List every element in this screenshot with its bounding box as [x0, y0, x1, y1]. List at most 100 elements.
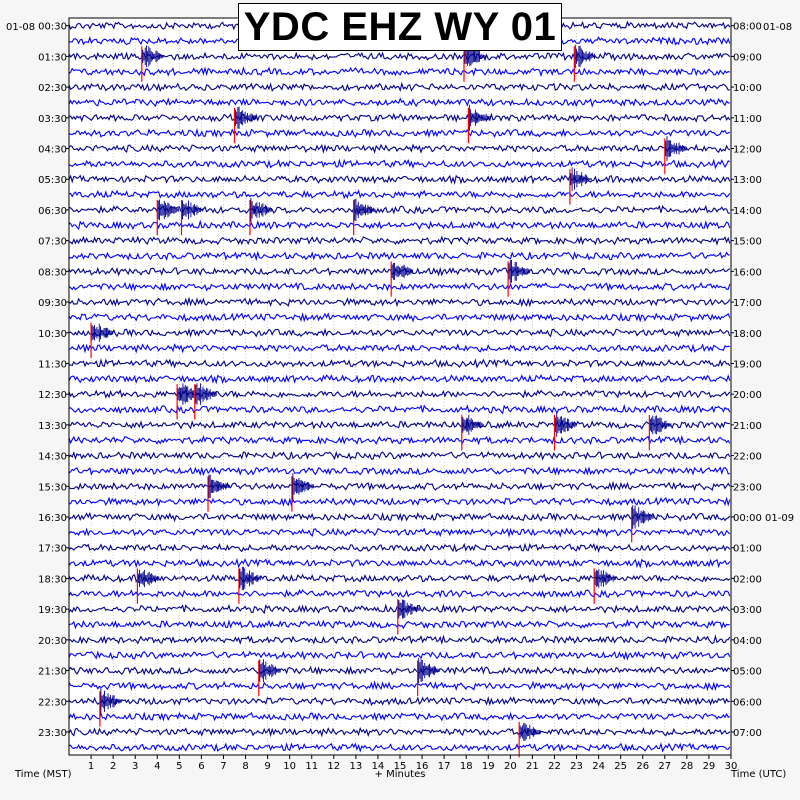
left-tick-label-9: 08:30	[38, 267, 67, 278]
event-burst-5	[468, 104, 491, 131]
trace-24	[68, 374, 731, 385]
left-tick-label-4: 03:30	[38, 114, 67, 125]
trace-30	[68, 466, 730, 477]
x-tick-label-28: 28	[680, 761, 693, 772]
right-tick-label-2: 09:00	[733, 52, 762, 63]
trace-11	[68, 174, 731, 185]
trace-22	[68, 343, 731, 354]
event-burst-30	[519, 722, 542, 741]
trace-47	[68, 726, 731, 738]
right-tick-label-12: 19:00	[733, 359, 762, 370]
date-left-label: 01-08	[6, 22, 35, 33]
x-tick-label-4: 4	[154, 761, 160, 772]
event-burst-12	[391, 262, 414, 280]
left-tick-label-16: 15:30	[38, 482, 67, 493]
chart-title: YDC EHZ WY 01	[243, 5, 557, 49]
x-tick-label-2: 2	[110, 761, 116, 772]
right-tick-label-17: 00:00 01-09	[733, 513, 794, 524]
x-tick-label-9: 9	[264, 761, 270, 772]
trace-4	[68, 66, 731, 78]
trace-16	[68, 250, 730, 262]
right-tick-label-7: 14:00	[733, 206, 762, 217]
date-right-label: 01-08	[763, 22, 792, 33]
trace-41	[68, 634, 731, 646]
event-burst-8	[157, 199, 180, 221]
right-tick-label-20: 03:00	[733, 605, 762, 616]
x-tick-label-24: 24	[592, 761, 605, 772]
event-burst-28	[259, 659, 281, 682]
x-tick-label-22: 22	[548, 761, 561, 772]
right-tick-label-10: 17:00	[733, 298, 762, 309]
trace-34	[68, 527, 731, 538]
left-tick-label-14: 13:30	[38, 421, 67, 432]
trace-5	[68, 81, 730, 93]
trace-35	[68, 542, 731, 553]
trace-3	[68, 51, 731, 62]
right-tick-label-19: 02:00	[733, 574, 762, 585]
event-burst-4	[235, 106, 257, 129]
x-tick-label-5: 5	[176, 761, 182, 772]
trace-44	[68, 680, 731, 692]
left-tick-label-24: 23:30	[38, 728, 67, 739]
left-tick-label-2: 01:30	[38, 52, 67, 63]
event-burst-3	[574, 44, 597, 68]
event-burst-10	[250, 197, 272, 222]
x-tick-label-27: 27	[658, 761, 671, 772]
left-tick-label-19: 18:30	[38, 574, 67, 585]
left-tick-label-10: 09:30	[38, 298, 67, 309]
trace-32	[68, 496, 731, 507]
right-tick-label-14: 21:00	[733, 421, 762, 432]
event-burst-20	[208, 474, 230, 499]
left-tick-label-7: 06:30	[38, 206, 67, 217]
right-axis-ticks: 08:00 09:00 10:00 11:00 12:00 13:00 14:00 15:00…	[731, 22, 794, 739]
event-picks	[90, 44, 687, 758]
event-burst-14	[91, 323, 113, 342]
trace-6	[68, 97, 730, 108]
trace-33	[68, 511, 731, 523]
x-tick-label-8: 8	[242, 761, 248, 772]
trace-21	[68, 327, 731, 338]
right-tick-label-23: 06:00	[733, 697, 762, 708]
right-tick-label-6: 13:00	[733, 175, 762, 186]
event-burst-19	[649, 415, 672, 435]
x-tick-label-11: 11	[305, 761, 318, 772]
right-tick-label-11: 18:00	[733, 329, 762, 340]
trace-27	[68, 419, 730, 430]
x-tick-label-19: 19	[482, 761, 495, 772]
right-tick-label-24: 07:00	[733, 728, 762, 739]
x-axis-label: + Minutes	[375, 769, 426, 780]
x-tick-label-1: 1	[88, 761, 94, 772]
trace-29	[68, 450, 731, 461]
x-tick-label-25: 25	[614, 761, 627, 772]
left-tick-label-20: 19:30	[38, 605, 67, 616]
plot-area-background	[69, 18, 731, 755]
trace-45	[68, 696, 731, 707]
event-burst-25	[594, 569, 617, 588]
right-tick-label-15: 22:00	[733, 452, 762, 463]
x-tick-label-14: 14	[372, 761, 385, 772]
left-tick-label-12: 11:30	[38, 359, 67, 370]
trace-8	[68, 127, 731, 139]
event-burst-6	[665, 136, 687, 161]
trace-10	[68, 158, 731, 170]
trace-23	[68, 358, 731, 369]
event-burst-13	[508, 259, 530, 284]
right-tick-label-1: 08:00	[733, 22, 762, 33]
trace-31	[68, 480, 731, 492]
trace-12	[68, 189, 731, 200]
trace-14	[68, 219, 731, 231]
left-axis-label: Time (MST)	[14, 769, 72, 780]
x-tick-label-21: 21	[526, 761, 539, 772]
x-tick-label-18: 18	[460, 761, 473, 772]
trace-26	[68, 403, 731, 415]
trace-36	[68, 557, 731, 569]
event-burst-17	[462, 414, 484, 435]
x-tick-label-26: 26	[636, 761, 649, 772]
trace-38	[68, 588, 731, 599]
x-tick-label-12: 12	[327, 761, 340, 772]
left-tick-label-6: 05:30	[38, 175, 67, 186]
trace-46	[68, 711, 731, 722]
x-tick-label-30: 30	[725, 761, 738, 772]
right-tick-label-13: 20:00	[733, 390, 762, 401]
